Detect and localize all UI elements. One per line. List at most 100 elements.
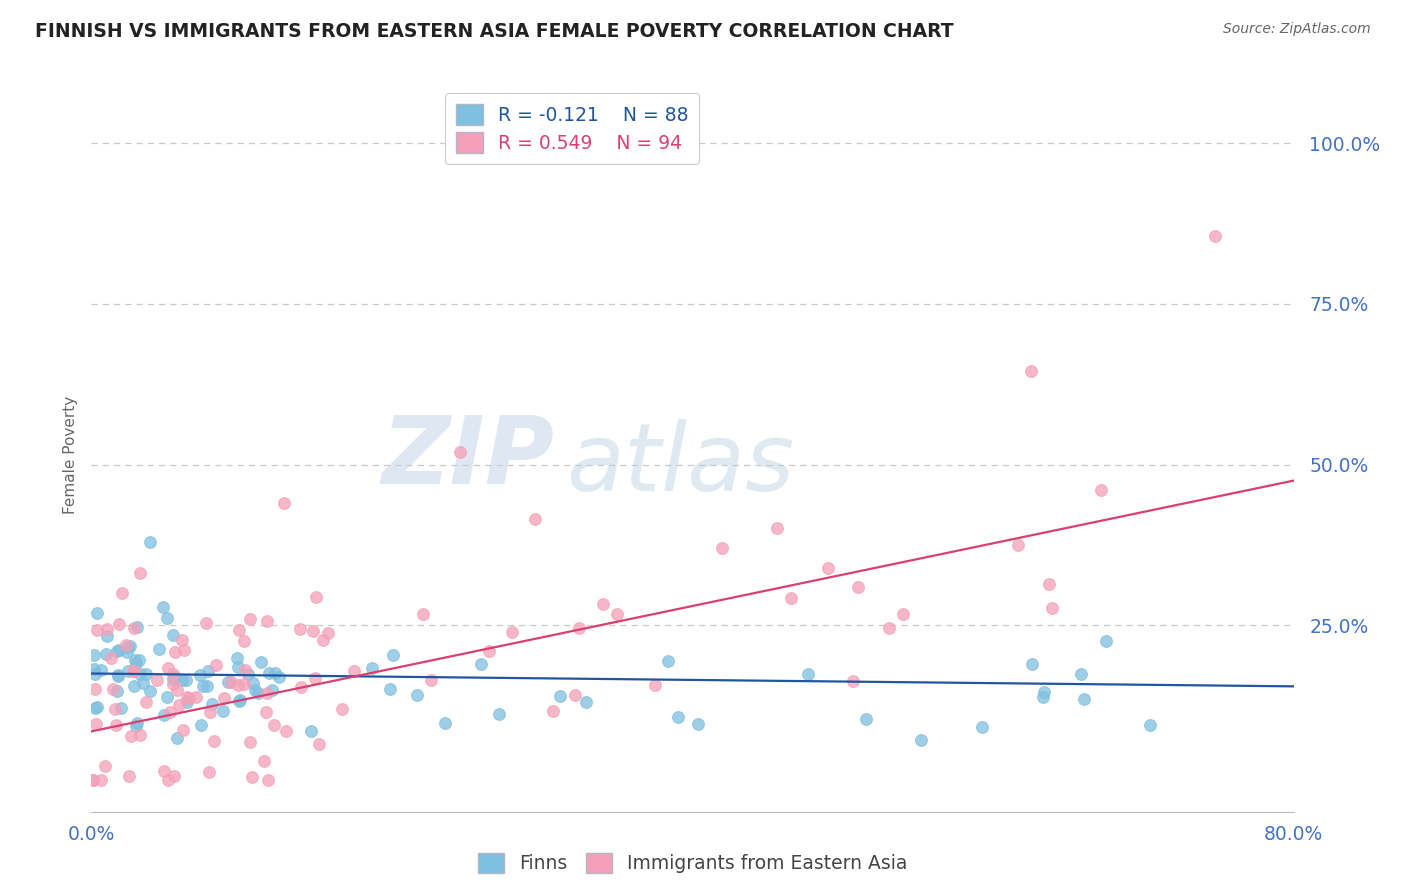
Point: [449, 444, 471, 458]
Point: [198, 765, 221, 780]
Point: [132, 676, 155, 690]
Point: [308, 738, 330, 752]
Point: [412, 607, 434, 622]
Point: [176, 695, 198, 709]
Point: [229, 693, 252, 707]
Point: [568, 621, 591, 635]
Point: [107, 667, 129, 681]
Point: [155, 611, 177, 625]
Point: [274, 723, 297, 738]
Point: [1090, 483, 1112, 497]
Point: [83, 667, 105, 681]
Point: [228, 694, 250, 708]
Point: [83, 701, 105, 715]
Point: [82, 772, 104, 787]
Point: [501, 624, 523, 639]
Point: [242, 675, 264, 690]
Point: [86, 700, 108, 714]
Point: [122, 679, 145, 693]
Point: [125, 657, 148, 671]
Point: [312, 633, 335, 648]
Point: [228, 623, 250, 637]
Point: [156, 661, 179, 675]
Point: [118, 769, 141, 783]
Point: [254, 705, 277, 719]
Point: [128, 566, 150, 580]
Point: [174, 673, 197, 687]
Point: [170, 673, 193, 688]
Point: [817, 561, 839, 575]
Y-axis label: Female Poverty: Female Poverty: [62, 396, 77, 514]
Point: [1094, 633, 1116, 648]
Point: [257, 772, 280, 787]
Point: [1032, 690, 1054, 704]
Point: [238, 666, 260, 681]
Point: [470, 657, 492, 671]
Point: [107, 669, 129, 683]
Point: [972, 720, 994, 734]
Point: [264, 665, 287, 680]
Point: [117, 664, 139, 678]
Text: ZIP: ZIP: [381, 412, 554, 505]
Point: [148, 642, 170, 657]
Point: [155, 690, 177, 705]
Point: [166, 682, 188, 697]
Point: [108, 643, 131, 657]
Point: [120, 729, 142, 743]
Point: [1007, 538, 1029, 552]
Point: [1073, 691, 1095, 706]
Point: [100, 651, 122, 665]
Point: [90, 663, 112, 677]
Point: [197, 664, 219, 678]
Point: [125, 619, 148, 633]
Point: [247, 686, 270, 700]
Legend: Finns, Immigrants from Eastern Asia: Finns, Immigrants from Eastern Asia: [467, 841, 918, 884]
Point: [146, 673, 169, 687]
Point: [250, 655, 273, 669]
Point: [259, 665, 281, 680]
Point: [233, 663, 256, 677]
Point: [217, 675, 239, 690]
Point: [273, 496, 295, 510]
Point: [135, 667, 157, 681]
Point: [846, 580, 869, 594]
Point: [305, 590, 328, 604]
Point: [184, 690, 207, 705]
Point: [378, 681, 401, 696]
Point: [83, 682, 105, 697]
Point: [204, 658, 226, 673]
Point: [686, 716, 709, 731]
Point: [592, 597, 614, 611]
Point: [304, 671, 326, 685]
Point: [90, 772, 112, 787]
Point: [910, 732, 932, 747]
Point: [117, 640, 139, 654]
Point: [162, 628, 184, 642]
Point: [94, 759, 117, 773]
Point: [212, 691, 235, 706]
Point: [107, 644, 129, 658]
Point: [124, 653, 146, 667]
Point: [541, 704, 564, 718]
Text: atlas: atlas: [567, 418, 794, 509]
Point: [167, 698, 190, 713]
Point: [226, 651, 249, 665]
Point: [83, 662, 105, 676]
Point: [198, 705, 221, 719]
Point: [842, 674, 865, 689]
Point: [200, 698, 222, 712]
Point: [172, 633, 194, 648]
Point: [226, 660, 249, 674]
Point: [855, 712, 877, 726]
Point: [1019, 364, 1042, 378]
Point: [117, 645, 139, 659]
Point: [190, 718, 212, 732]
Point: [239, 612, 262, 626]
Point: [194, 615, 217, 630]
Point: [84, 717, 107, 731]
Point: [1139, 718, 1161, 732]
Point: [162, 672, 184, 686]
Point: [478, 643, 501, 657]
Point: [253, 754, 276, 768]
Point: [361, 660, 384, 674]
